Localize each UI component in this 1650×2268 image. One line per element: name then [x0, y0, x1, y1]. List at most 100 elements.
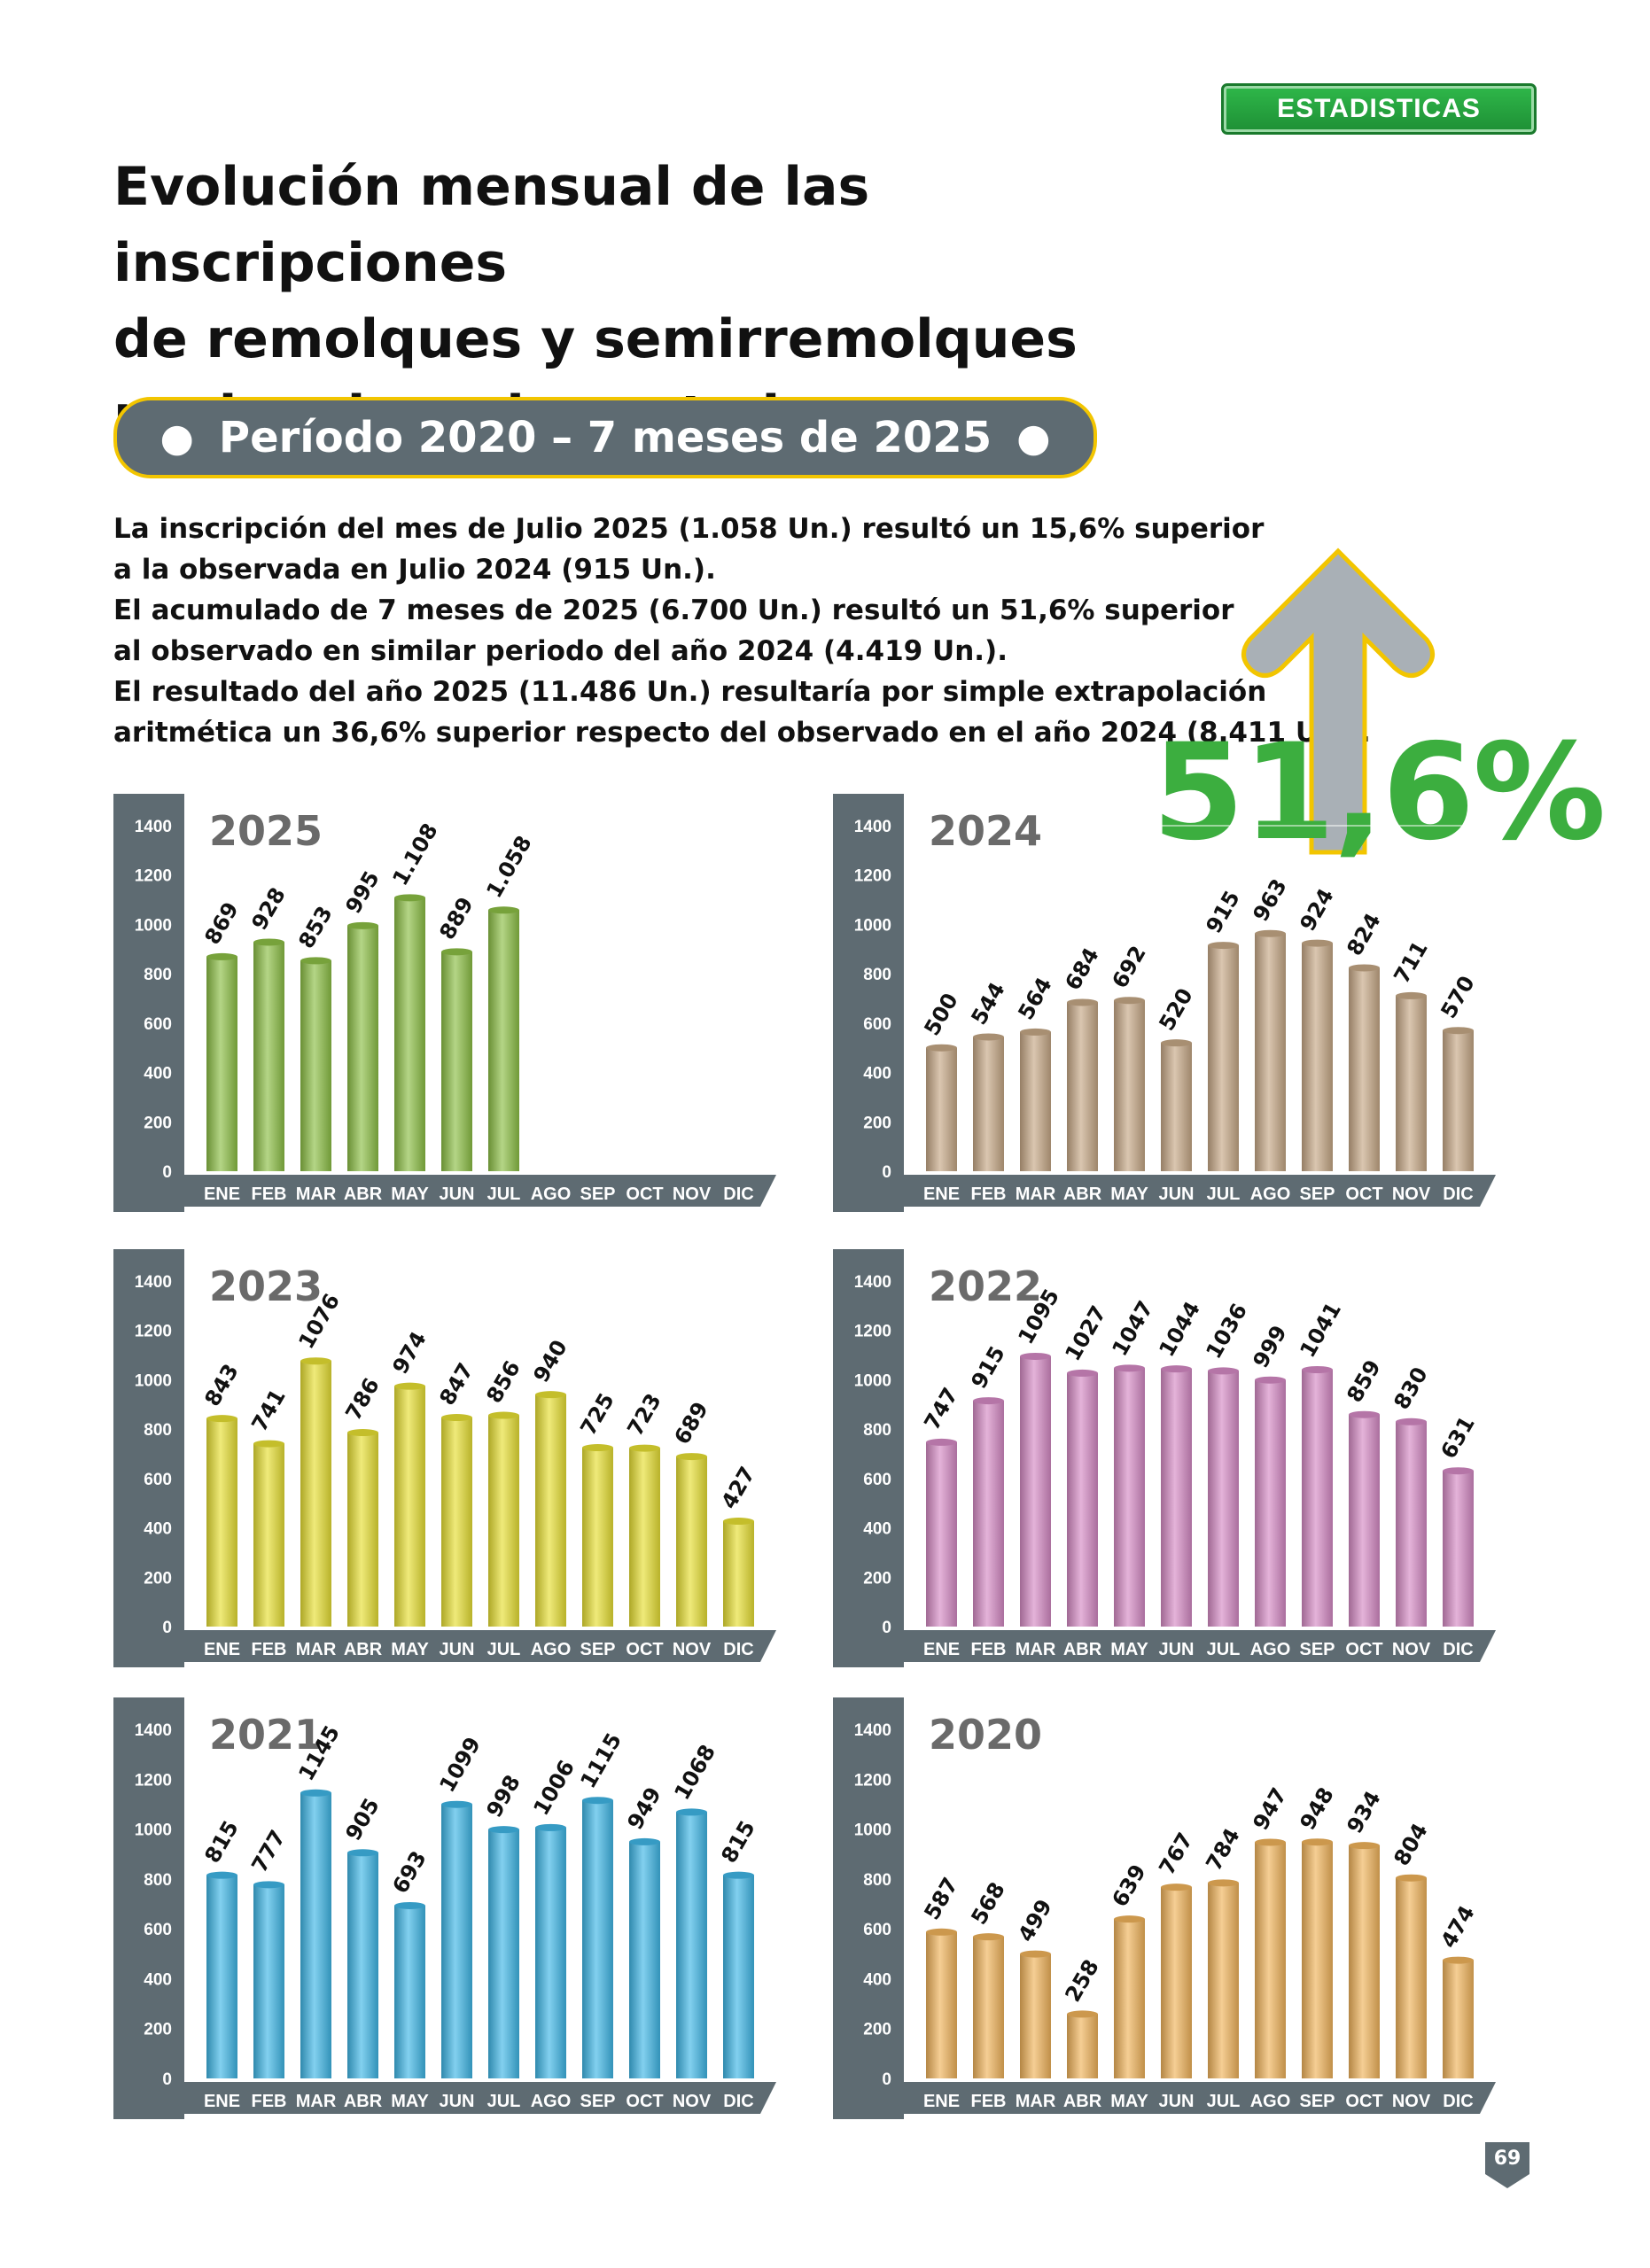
bar-cap	[253, 1440, 284, 1448]
x-tick-label: AGO	[1250, 2092, 1291, 2111]
y-tick-label: 800	[863, 1871, 891, 1890]
x-tick-label: JUN	[439, 2092, 474, 2111]
bar	[441, 1804, 472, 2078]
data-label: 928	[246, 883, 290, 934]
chart-title: 2021	[209, 1711, 323, 1759]
bar	[347, 1852, 378, 2078]
x-tick-label: JUL	[487, 1640, 521, 1659]
data-label: 564	[1013, 973, 1056, 1023]
y-tick-label: 200	[863, 1114, 891, 1132]
y-tick-label: 0	[882, 1619, 891, 1637]
bar	[582, 1448, 613, 1627]
data-label: 830	[1389, 1363, 1432, 1413]
bar	[441, 951, 472, 1171]
data-label: 693	[387, 1847, 431, 1898]
y-tick-label: 200	[863, 1569, 891, 1588]
y-axis-panel	[113, 1249, 184, 1667]
x-tick-label: FEB	[252, 1640, 287, 1659]
x-tick-label: FEB	[971, 1640, 1007, 1659]
x-tick-label: AGO	[531, 1184, 572, 1204]
bar	[723, 1521, 754, 1627]
data-label: 568	[966, 1878, 1009, 1929]
y-tick-label: 1200	[854, 1323, 891, 1341]
data-label: 1068	[669, 1741, 720, 1805]
bar-cap	[394, 894, 425, 902]
chart-2025: 0 200 400 600 800 1000 1200 1400 2025 ENE 869 FEB 92…	[113, 794, 776, 1212]
x-tick-label: FEB	[252, 2092, 287, 2111]
y-axis-panel	[113, 1697, 184, 2119]
bar	[1161, 1043, 1192, 1171]
bar-cap	[1020, 1950, 1051, 1958]
bar-cap	[1302, 1838, 1333, 1846]
bar-cap	[1067, 2010, 1098, 2018]
data-label: 843	[199, 1360, 243, 1410]
bar	[1208, 1371, 1239, 1627]
bar	[300, 1792, 331, 2078]
x-tick-label: OCT	[1345, 1184, 1382, 1204]
x-tick-label: FEB	[971, 1184, 1007, 1204]
bar	[1020, 1355, 1051, 1627]
data-label: 723	[622, 1389, 665, 1440]
bar	[347, 1433, 378, 1627]
y-tick-label: 200	[144, 1114, 172, 1132]
bar	[206, 956, 237, 1171]
bar	[1020, 1031, 1051, 1171]
x-tick-label: SEP	[580, 2092, 615, 2111]
data-label: 587	[919, 1873, 962, 1923]
data-label: 915	[1201, 887, 1244, 937]
data-label: 1099	[434, 1733, 486, 1797]
y-axis-panel	[833, 1249, 904, 1667]
x-tick-label: MAY	[391, 2092, 429, 2111]
data-label: 544	[966, 978, 1009, 1029]
data-label: 859	[1342, 1355, 1385, 1406]
data-label: 847	[434, 1359, 478, 1410]
summary-line: La inscripción del mes de Julio 2025 (1.…	[113, 513, 1265, 545]
x-tick-label: JUL	[1207, 1640, 1241, 1659]
bar-cap	[1067, 1369, 1098, 1377]
bar	[1396, 1421, 1427, 1627]
bar	[1114, 1919, 1145, 2078]
bar	[394, 1905, 425, 2078]
y-tick-label: 0	[882, 1163, 891, 1182]
x-tick-label: ABR	[1063, 2092, 1102, 2111]
bar	[206, 1875, 237, 2078]
data-label: 963	[1248, 874, 1291, 925]
data-label: 786	[340, 1374, 384, 1425]
x-tick-label: SEP	[580, 1640, 615, 1659]
bar-cap	[488, 906, 519, 914]
data-label: 689	[669, 1398, 712, 1449]
bar	[488, 1415, 519, 1627]
data-label: 747	[919, 1384, 962, 1434]
y-tick-label: 1400	[854, 1273, 891, 1292]
section-tag: ESTADISTICAS	[1221, 83, 1537, 135]
data-label: 1036	[1201, 1300, 1252, 1363]
x-tick-label: NOV	[673, 1184, 712, 1204]
highlight-percentage: 51,6%	[1152, 716, 1606, 870]
x-tick-label: JUL	[1207, 1184, 1241, 1204]
data-label: 856	[481, 1356, 525, 1407]
bar-cap	[1208, 1367, 1239, 1375]
bar-cap	[676, 1808, 707, 1816]
y-tick-label: 0	[162, 1163, 172, 1182]
y-axis-panel	[113, 794, 184, 1212]
bar	[1349, 967, 1380, 1171]
bar-cap	[347, 1849, 378, 1857]
bar	[300, 960, 331, 1171]
data-label: 684	[1060, 944, 1103, 994]
bar	[300, 1361, 331, 1627]
data-label: 815	[199, 1816, 243, 1867]
y-tick-label: 800	[144, 1871, 172, 1890]
data-label: 974	[387, 1327, 431, 1378]
data-label: 940	[528, 1336, 572, 1386]
data-label: 1.058	[481, 832, 536, 903]
bar-cap	[535, 1391, 566, 1399]
bar-cap	[300, 957, 331, 965]
y-tick-label: 0	[162, 1619, 172, 1637]
bar	[582, 1800, 613, 2078]
x-tick-label: DIC	[1443, 1640, 1473, 1659]
data-label: 725	[575, 1389, 619, 1440]
x-tick-label: AGO	[1250, 1184, 1291, 1204]
x-tick-label: FEB	[252, 1184, 287, 1204]
data-label: 692	[1107, 942, 1150, 992]
y-tick-label: 1000	[854, 1821, 891, 1840]
